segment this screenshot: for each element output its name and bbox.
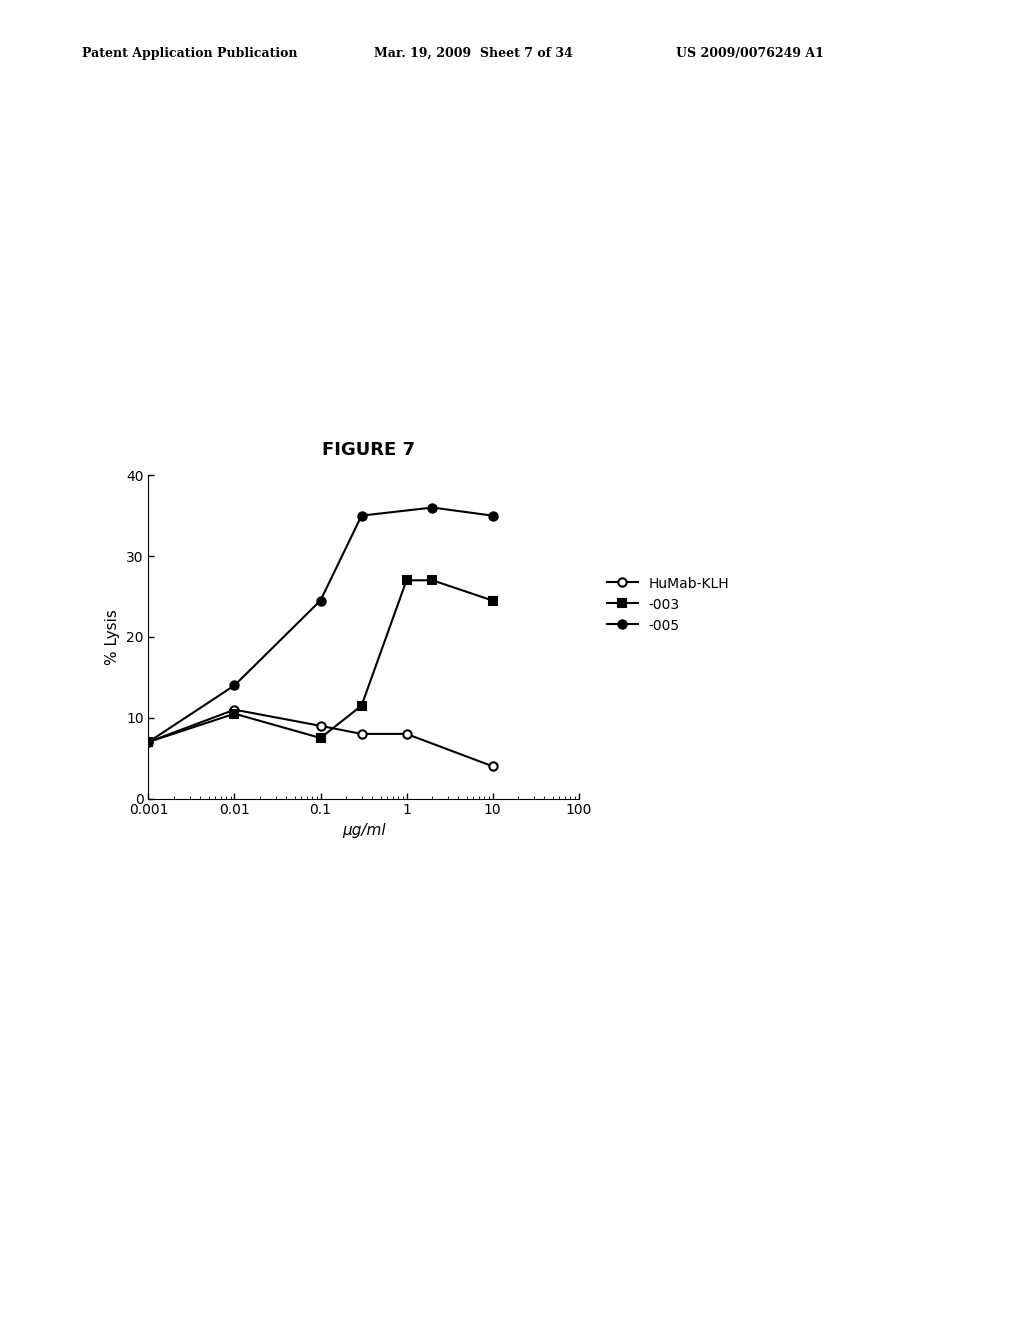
- -003: [355, 698, 368, 714]
- HuMab-KLH: [486, 758, 499, 774]
- -005: [486, 508, 499, 524]
- -003: [426, 573, 438, 589]
- -005: [228, 677, 241, 693]
- Line: HuMab-KLH: HuMab-KLH: [144, 705, 497, 771]
- Line: -003: -003: [144, 576, 497, 746]
- Text: Mar. 19, 2009  Sheet 7 of 34: Mar. 19, 2009 Sheet 7 of 34: [374, 46, 572, 59]
- -003: [142, 734, 155, 750]
- X-axis label: μg/ml: μg/ml: [342, 822, 385, 838]
- Text: Patent Application Publication: Patent Application Publication: [82, 46, 297, 59]
- Text: US 2009/0076249 A1: US 2009/0076249 A1: [676, 46, 823, 59]
- HuMab-KLH: [142, 734, 155, 750]
- -003: [400, 573, 413, 589]
- -005: [314, 593, 327, 609]
- -003: [228, 706, 241, 722]
- Y-axis label: % Lysis: % Lysis: [105, 609, 121, 665]
- -005: [355, 508, 368, 524]
- HuMab-KLH: [355, 726, 368, 742]
- Text: FIGURE 7: FIGURE 7: [323, 441, 415, 459]
- HuMab-KLH: [400, 726, 413, 742]
- -005: [142, 734, 155, 750]
- HuMab-KLH: [228, 702, 241, 718]
- Legend: HuMab-KLH, -003, -005: HuMab-KLH, -003, -005: [607, 577, 729, 632]
- Line: -005: -005: [144, 503, 497, 746]
- -003: [486, 593, 499, 609]
- -003: [314, 730, 327, 746]
- -005: [426, 499, 438, 515]
- HuMab-KLH: [314, 718, 327, 734]
